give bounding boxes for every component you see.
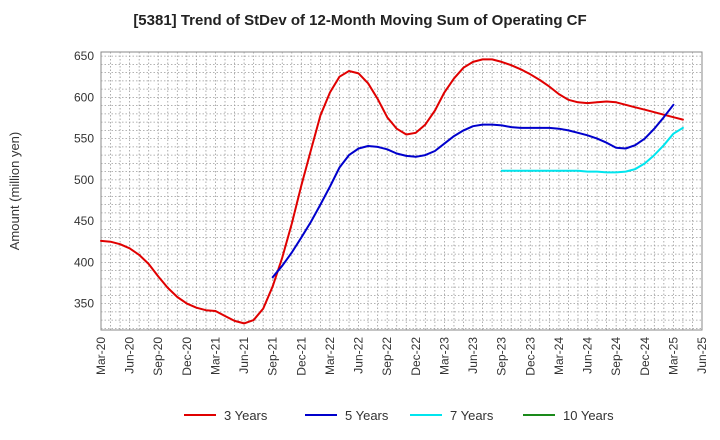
series-line-7-years — [500, 126, 684, 174]
y-tick-label: 400 — [74, 255, 94, 269]
x-tick-label: Sep-24 — [609, 337, 623, 376]
y-tick-label: 550 — [74, 132, 94, 146]
x-tick-label: Jun-25 — [695, 337, 709, 374]
x-tick-label: Mar-23 — [437, 337, 451, 375]
x-tick-label: Dec-22 — [409, 337, 423, 376]
y-tick-label: 650 — [74, 49, 94, 63]
legend-label: 7 Years — [450, 408, 494, 423]
x-tick-label: Dec-21 — [294, 337, 308, 376]
y-tick-label: 600 — [74, 90, 94, 104]
x-tick-label: Sep-21 — [266, 337, 280, 376]
x-tick-label: Mar-21 — [208, 337, 222, 375]
x-tick-label: Dec-24 — [638, 337, 652, 376]
x-tick-label: Jun-23 — [466, 337, 480, 374]
x-tick-label: Mar-24 — [552, 337, 566, 375]
legend-label: 5 Years — [345, 408, 389, 423]
y-tick-label: 450 — [74, 214, 94, 228]
y-axis-label: Amount (million yen) — [7, 132, 22, 251]
x-tick-label: Sep-23 — [495, 337, 509, 376]
x-tick-label: Sep-22 — [380, 337, 394, 376]
y-tick-label: 350 — [74, 297, 94, 311]
x-tick-label: Sep-20 — [151, 337, 165, 376]
legend-label: 3 Years — [224, 408, 268, 423]
x-tick-label: Mar-22 — [323, 337, 337, 375]
x-tick-label: Jun-21 — [237, 337, 251, 374]
plot-area — [100, 51, 703, 331]
y-tick-label: 500 — [74, 173, 94, 187]
x-tick-label: Mar-20 — [94, 337, 108, 375]
chart-title: [5381] Trend of StDev of 12-Month Moving… — [133, 12, 587, 29]
series-line-5-years — [271, 103, 675, 279]
x-tick-label: Jun-20 — [123, 337, 137, 374]
x-tick-label: Dec-20 — [180, 337, 194, 376]
series-line-3-years — [100, 58, 684, 325]
x-tick-label: Dec-23 — [523, 337, 537, 376]
legend-label: 10 Years — [563, 408, 614, 423]
x-tick-label: Jun-24 — [581, 337, 595, 374]
x-tick-label: Jun-22 — [352, 337, 366, 374]
x-tick-label: Mar-25 — [666, 337, 680, 375]
